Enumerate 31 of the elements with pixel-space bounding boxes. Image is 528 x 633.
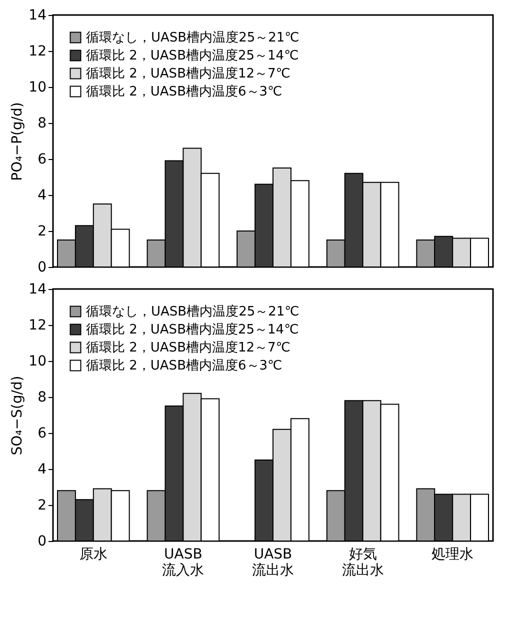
y-tick-label: 4 xyxy=(38,188,47,204)
x-tick-label: UASB流出水 xyxy=(252,546,294,578)
y-tick-label: 14 xyxy=(28,8,47,24)
y-tick-label: 0 xyxy=(38,534,46,550)
y-tick-label: 0 xyxy=(38,260,46,276)
y-tick-label: 10 xyxy=(28,80,46,96)
y-tick-label: 4 xyxy=(38,462,47,478)
y-axis-title: PO₄−P(g/d) xyxy=(10,102,26,181)
legend-label: 循環比 2，UASB槽内温度25～14℃ xyxy=(86,48,299,64)
y-tick-label: 2 xyxy=(38,224,46,240)
legend-label: 循環比 2，UASB槽内温度12～7℃ xyxy=(86,66,290,82)
y-tick-label: 14 xyxy=(28,282,47,298)
y-tick-label: 2 xyxy=(38,498,46,514)
y-tick-label: 8 xyxy=(38,116,46,132)
y-tick-label: 12 xyxy=(28,318,46,334)
x-tick-label: 好気流出水 xyxy=(342,546,384,578)
x-tick-label: 原水 xyxy=(79,546,108,562)
legend-label: 循環比 2，UASB槽内温度12～7℃ xyxy=(86,340,290,356)
y-axis-title: SO₄−S(g/d) xyxy=(10,376,26,456)
legend-label: 循環比 2，UASB槽内温度6～3℃ xyxy=(86,84,282,100)
y-tick-label: 10 xyxy=(28,354,46,370)
y-tick-label: 12 xyxy=(28,44,46,60)
y-tick-label: 6 xyxy=(38,152,47,168)
legend-label: 循環なし，UASB槽内温度25～21℃ xyxy=(86,304,300,320)
x-tick-label: 処理水 xyxy=(432,546,474,562)
y-tick-label: 8 xyxy=(38,390,46,406)
legend-label: 循環比 2，UASB槽内温度6～3℃ xyxy=(86,358,282,374)
x-tick-label: UASB流入水 xyxy=(162,546,204,578)
legend-label: 循環なし，UASB槽内温度25～21℃ xyxy=(86,30,300,46)
legend-label: 循環比 2，UASB槽内温度25～14℃ xyxy=(86,322,299,338)
y-tick-label: 6 xyxy=(38,426,47,442)
